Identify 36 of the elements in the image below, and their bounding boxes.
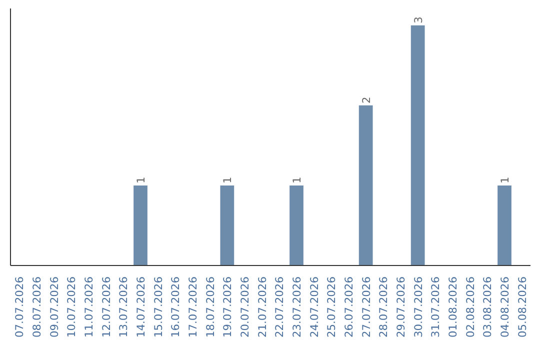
x-tick-label: 17.07.2026: [186, 276, 200, 338]
x-tick-label: 12.07.2026: [100, 276, 113, 338]
x-tick-label: 14.07.2026: [134, 276, 148, 338]
x-tick-label: 01.08.2026: [446, 276, 460, 338]
x-tick-label: 20.07.2026: [238, 276, 252, 338]
x-tick-label: 27.07.2026: [360, 276, 373, 338]
x-tick-label: 16.07.2026: [169, 276, 182, 338]
x-tick-label: 05.08.2026: [516, 276, 529, 338]
x-tick-label: 22.07.2026: [273, 276, 286, 338]
x-tick-label: 23.07.2026: [290, 276, 304, 338]
x-tick-label: 13.07.2026: [117, 276, 130, 338]
x-tick-label: 19.07.2026: [221, 276, 234, 338]
x-tick-label: 28.07.2026: [377, 276, 390, 338]
x-tick-label: 30.07.2026: [412, 276, 425, 338]
x-tick-label: 10.07.2026: [65, 276, 78, 338]
x-tick-label: 02.08.2026: [464, 276, 477, 338]
x-tick-label: 25.07.2026: [325, 276, 338, 338]
data-label: 1: [134, 176, 148, 184]
x-tick-label: 07.07.2026: [13, 276, 26, 338]
x-tick-label: 08.07.2026: [30, 276, 44, 338]
x-tick-label: 21.07.2026: [256, 276, 269, 338]
data-label: 3: [412, 16, 425, 24]
x-tick-label: 11.07.2026: [82, 276, 96, 338]
x-tick-label: 26.07.2026: [342, 276, 356, 338]
data-label: 2: [360, 96, 373, 104]
x-tick-label: 15.07.2026: [152, 276, 165, 338]
x-tick-label: 03.08.2026: [481, 276, 494, 338]
data-label: 1: [498, 176, 512, 184]
data-label: 1: [221, 176, 234, 184]
x-tick-label: 29.07.2026: [394, 276, 408, 338]
x-tick-label: 31.07.2026: [429, 276, 442, 338]
x-tick-label: 24.07.2026: [308, 276, 321, 338]
data-label: 1: [290, 176, 304, 184]
x-tick-label: 09.07.2026: [48, 276, 61, 338]
x-tick-label: 04.08.2026: [498, 276, 512, 338]
x-tick-label: 18.07.2026: [204, 276, 217, 338]
